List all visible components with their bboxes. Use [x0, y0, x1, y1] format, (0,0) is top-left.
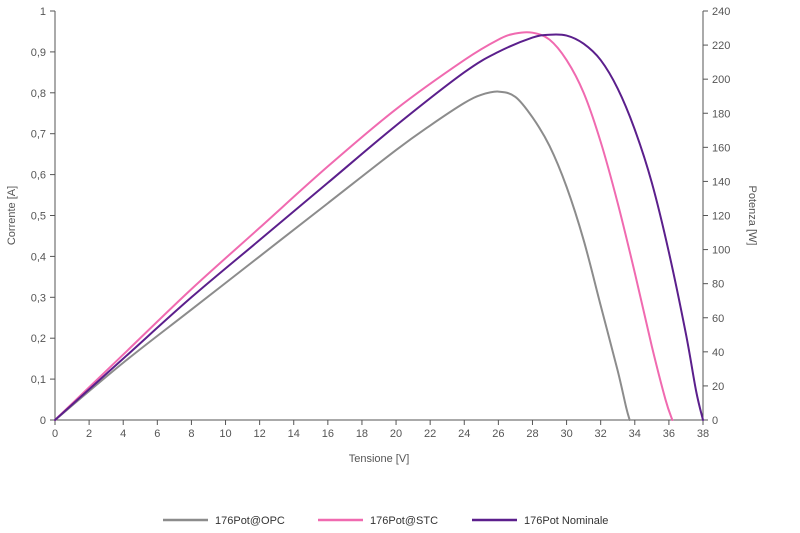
y-right-tick-label: 220	[712, 40, 730, 52]
y-right-tick-label: 0	[712, 415, 718, 427]
y-right-tick-label: 180	[712, 108, 730, 120]
x-tick-label: 10	[219, 428, 231, 440]
y-right-tick-label: 140	[712, 176, 730, 188]
y-right-tick-label: 100	[712, 245, 730, 257]
y-right-tick-label: 200	[712, 74, 730, 86]
y-left-tick-label: 0,9	[31, 47, 46, 59]
series-line-176pot-stc	[54, 31, 674, 421]
y-right-tick-label: 60	[712, 313, 724, 325]
legend-label-176pot-stc: 176Pot@STC	[370, 515, 438, 527]
y-right-tick-label: 40	[712, 347, 724, 359]
x-tick-label: 34	[629, 428, 641, 440]
y-left-tick-label: 0,5	[31, 211, 46, 223]
x-tick-label: 38	[697, 428, 709, 440]
y-left-tick-label: 0,1	[31, 374, 46, 386]
x-tick-label: 12	[254, 428, 266, 440]
y-left-tick-label: 0,7	[31, 129, 46, 141]
y-right-tick-label: 20	[712, 381, 724, 393]
x-tick-label: 30	[560, 428, 572, 440]
x-tick-label: 2	[86, 428, 92, 440]
x-tick-label: 0	[52, 428, 58, 440]
y-left-tick-label: 0,8	[31, 88, 46, 100]
y-left-tick-label: 0	[40, 415, 46, 427]
legend-label-176pot-nominale: 176Pot Nominale	[524, 515, 608, 527]
x-tick-label: 32	[595, 428, 607, 440]
y-right-tick-label: 120	[712, 211, 730, 223]
y-left-tick-label: 0,6	[31, 170, 46, 182]
x-tick-label: 14	[288, 428, 300, 440]
x-tick-label: 8	[188, 428, 194, 440]
y-left-tick-label: 0,3	[31, 292, 46, 304]
y-right-axis-title: Potenza [W]	[746, 186, 758, 246]
legend-label-176pot-opc: 176Pot@OPC	[215, 515, 285, 527]
x-tick-label: 18	[356, 428, 368, 440]
series-line-176pot-nominale	[54, 33, 704, 421]
x-tick-label: 26	[492, 428, 504, 440]
x-tick-label: 16	[322, 428, 334, 440]
y-right-tick-label: 160	[712, 142, 730, 154]
y-left-tick-label: 1	[40, 6, 46, 18]
x-tick-label: 36	[663, 428, 675, 440]
x-axis-title: Tensione [V]	[349, 453, 410, 465]
series-line-176pot-opc	[54, 90, 631, 421]
x-tick-label: 4	[120, 428, 126, 440]
series-lines	[54, 31, 704, 421]
axes: 0 2 4 6 8 10 12 14 16 18 20 22 24 26 28 30 32 34 36 3800,10…	[6, 6, 758, 465]
y-right-tick-label: 80	[712, 279, 724, 291]
x-tick-label: 28	[526, 428, 538, 440]
legend: 176Pot@OPC 176Pot@STC 176Pot Nominale	[163, 515, 608, 527]
x-tick-label: 24	[458, 428, 470, 440]
y-left-tick-label: 0,2	[31, 333, 46, 345]
y-left-tick-label: 0,4	[31, 251, 46, 263]
y-left-axis-title: Corrente [A]	[6, 186, 18, 245]
x-tick-label: 20	[390, 428, 402, 440]
x-tick-label: 22	[424, 428, 436, 440]
x-tick-label: 6	[154, 428, 160, 440]
y-right-tick-label: 240	[712, 6, 730, 18]
